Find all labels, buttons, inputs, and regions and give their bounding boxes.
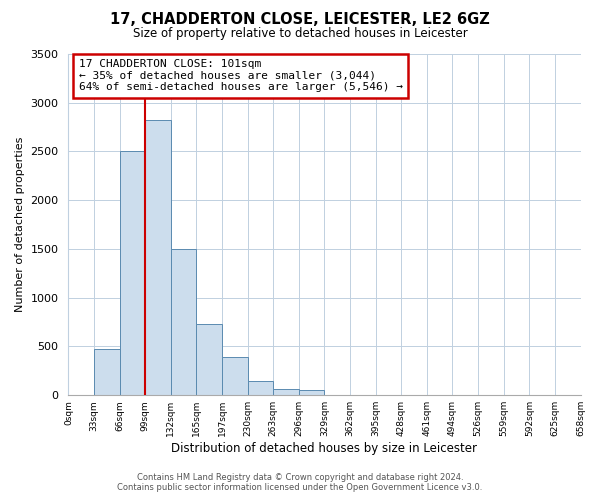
Bar (171, 249, 196, 395)
Bar (248, 381, 273, 395)
Bar (196, 324, 222, 395)
Bar (145, 120, 171, 395)
Y-axis label: Number of detached properties: Number of detached properties (15, 137, 25, 312)
Text: 17 CHADDERTON CLOSE: 101sqm
← 35% of detached houses are smaller (3,044)
64% of : 17 CHADDERTON CLOSE: 101sqm ← 35% of det… (79, 59, 403, 92)
Bar (222, 357, 248, 395)
Text: Contains HM Land Registry data © Crown copyright and database right 2024.
Contai: Contains HM Land Registry data © Crown c… (118, 473, 482, 492)
Bar (119, 152, 145, 395)
X-axis label: Distribution of detached houses by size in Leicester: Distribution of detached houses by size … (172, 442, 478, 455)
Text: Size of property relative to detached houses in Leicester: Size of property relative to detached ho… (133, 28, 467, 40)
Bar (299, 390, 325, 395)
Text: 17, CHADDERTON CLOSE, LEICESTER, LE2 6GZ: 17, CHADDERTON CLOSE, LEICESTER, LE2 6GZ (110, 12, 490, 28)
Bar (273, 390, 299, 395)
Bar (94, 350, 119, 395)
